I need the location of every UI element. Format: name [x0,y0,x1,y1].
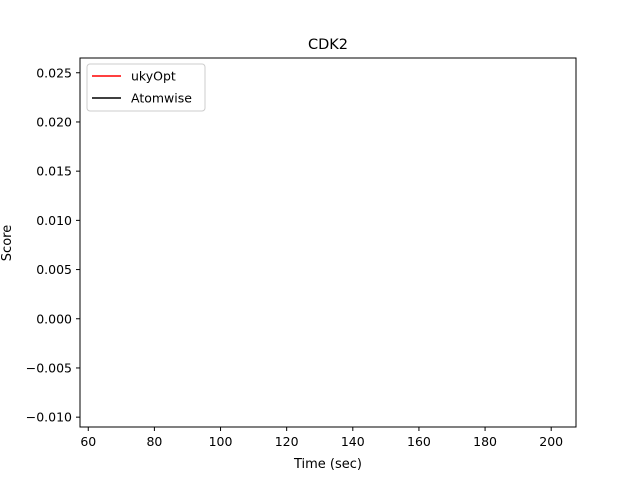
y-axis: −0.010 −0.005 0.000 0.005 0.010 0.015 0.020 0.0… [26,65,80,425]
plot-area [79,57,577,428]
y-tick-label: 0.025 [36,65,72,80]
y-tick-label: 0.010 [36,213,72,228]
x-tick-label: 120 [275,434,299,449]
legend-label: ukyOpt [131,69,176,84]
chart-title: CDK2 [308,37,348,53]
x-tick-label: 180 [473,434,497,449]
y-tick-label: 0.020 [36,114,72,129]
y-tick-label: 0.000 [36,311,72,326]
y-axis-label: Score [0,225,15,261]
x-tick-label: 80 [146,434,162,449]
y-tick-label: 0.015 [36,164,72,179]
x-tick-label: 200 [539,434,563,449]
x-tick-label: 60 [80,434,96,449]
x-axis-label: Time (sec) [293,457,362,472]
x-tick-label: 160 [407,434,431,449]
x-tick-label: 100 [209,434,233,449]
legend-label: Atomwise [131,91,192,106]
y-tick-label: −0.010 [26,410,72,425]
x-axis: 60 80 100 120 140 160 180 200 [80,427,563,449]
x-tick-label: 140 [341,434,365,449]
legend: ukyOpt Atomwise [86,63,206,112]
plot-frame [79,57,577,428]
y-tick-label: 0.005 [36,262,72,277]
y-tick-label: −0.005 [26,360,72,375]
